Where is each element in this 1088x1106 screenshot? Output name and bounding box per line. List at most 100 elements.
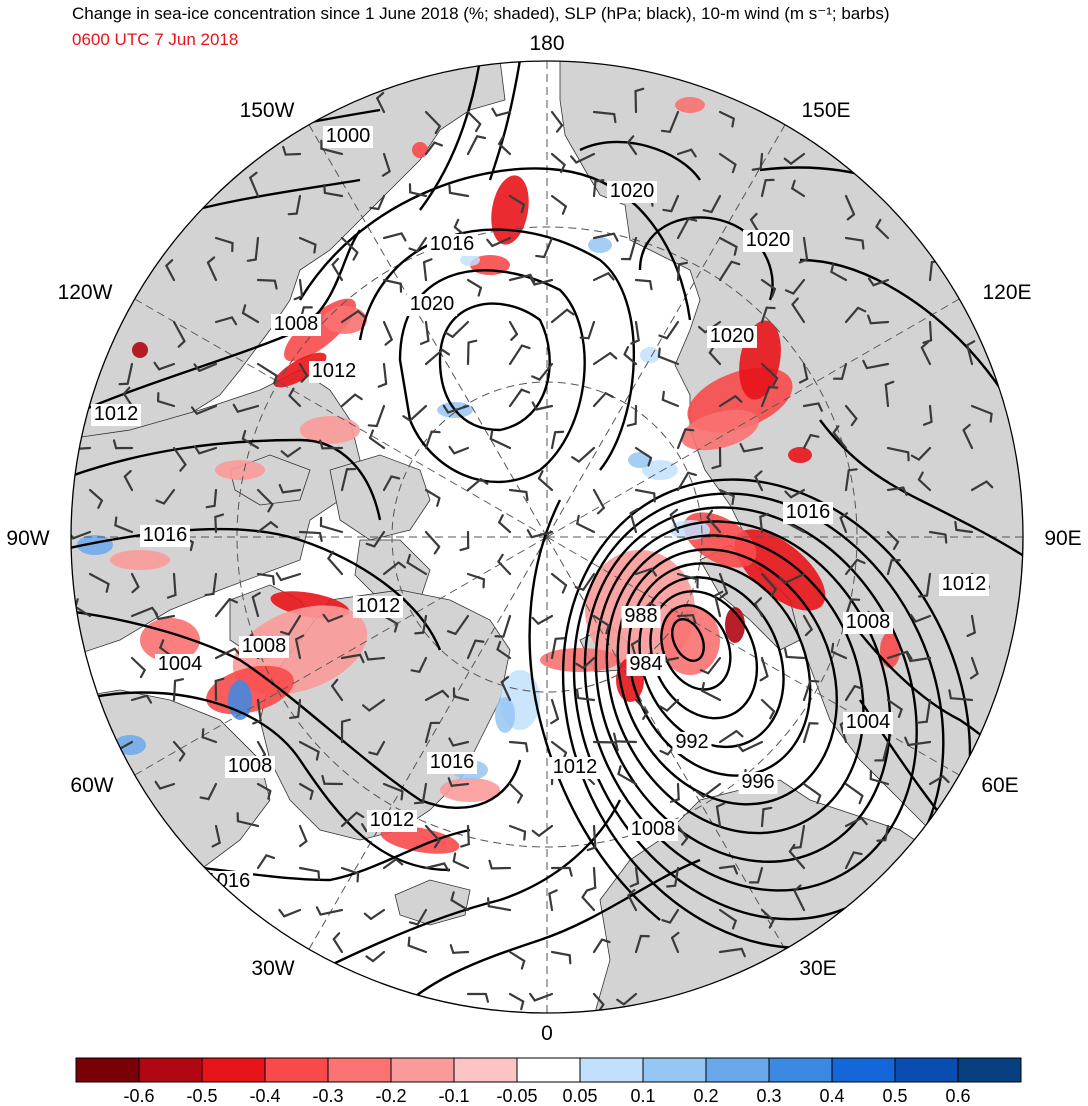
wind-barb-shaft <box>537 614 554 625</box>
wind-barb-flag <box>214 513 225 519</box>
wind-barb-shaft <box>629 512 638 534</box>
wind-barb-shaft <box>799 824 806 849</box>
wind-barb-flag <box>193 363 201 372</box>
wind-barb-flag <box>322 613 330 623</box>
wind-barb-flag <box>612 232 619 242</box>
wind-barb-shaft <box>634 278 652 283</box>
wind-barb-shaft <box>376 740 386 756</box>
wind-barb-shaft <box>422 261 428 282</box>
isobar-line <box>71 229 361 422</box>
isobar-label: 988 <box>624 605 657 627</box>
wind-barb-shaft <box>886 650 909 660</box>
wind-barb-shaft <box>452 695 470 702</box>
wind-barb-flag <box>177 340 186 348</box>
wind-barb-flag <box>365 955 375 963</box>
wind-barb-shaft <box>327 557 344 576</box>
wind-barb-shaft <box>256 488 274 506</box>
wind-barb-shaft <box>657 355 680 366</box>
wind-barb-shaft <box>708 351 722 366</box>
wind-barb-flag <box>684 428 695 432</box>
wind-barb-shaft <box>949 697 974 702</box>
wind-barb-flag <box>488 859 493 870</box>
isobar-line <box>398 269 586 484</box>
wind-barb-flag <box>430 430 441 434</box>
wind-barb-flag <box>659 749 669 756</box>
wind-barb-shaft <box>550 152 566 166</box>
wind-barb-shaft <box>214 515 218 534</box>
wind-barb-shaft <box>592 232 616 240</box>
wind-barb-flag <box>989 412 993 423</box>
wind-barb-flag <box>772 377 779 387</box>
wind-barb-shaft <box>297 698 302 718</box>
ice-loss-area <box>788 447 812 463</box>
wind-barb-shaft <box>508 950 526 963</box>
wind-barb-flag <box>199 796 210 801</box>
wind-barb-flag <box>273 279 278 290</box>
colorbar-swatch <box>390 1057 455 1083</box>
wind-barb-shaft <box>575 152 596 164</box>
wind-barb-shaft <box>754 602 764 618</box>
wind-barb-flag <box>798 377 809 384</box>
wind-barb-shaft <box>970 404 993 415</box>
wind-barb-flag <box>623 346 630 356</box>
wind-barb-flag <box>479 478 489 485</box>
isobar-label: 1012 <box>370 809 415 831</box>
wind-barb-flag <box>586 846 597 852</box>
map-title: Change in sea-ice concentration since 1 … <box>72 4 890 23</box>
isobar-line <box>358 228 635 471</box>
wind-barb-shaft <box>791 303 806 324</box>
wind-barb-shaft <box>424 110 441 128</box>
wind-barb-flag <box>548 889 558 895</box>
wind-barb-flag <box>791 179 796 190</box>
wind-barb-shaft <box>212 572 218 596</box>
wind-barb-flag <box>629 507 639 515</box>
wind-barb-flag <box>804 628 813 637</box>
wind-barb-flag <box>368 751 379 756</box>
wind-barb-flag <box>630 639 640 646</box>
wind-barb-shaft <box>592 614 610 627</box>
isobar-label: 1020 <box>710 325 755 347</box>
isobar-label-bg <box>738 772 778 794</box>
wind-barb-shaft <box>497 560 512 576</box>
wind-barb-shaft <box>508 782 524 797</box>
wind-barb-shaft <box>323 191 344 198</box>
wind-barb-flag <box>525 490 529 502</box>
wind-barb-flag <box>441 348 451 356</box>
wind-barb-flag <box>529 992 536 1002</box>
wind-barb-flag <box>327 550 334 560</box>
wind-barb-shaft <box>550 431 557 450</box>
wind-barb-flag <box>364 650 370 661</box>
wind-barb-flag <box>414 631 425 635</box>
wind-barb-shaft <box>424 488 441 500</box>
wind-barb-flag <box>735 729 744 738</box>
wind-barb-shaft <box>669 513 680 534</box>
wind-barb-flag <box>356 872 360 883</box>
wind-barb-flag <box>554 430 565 434</box>
wind-barb-shaft <box>786 521 806 534</box>
isobars <box>71 61 1023 1013</box>
wind-barb-flag <box>443 862 450 872</box>
wind-barb-shaft <box>634 567 653 576</box>
wind-barb-flag <box>71 530 75 540</box>
wind-barb-shaft <box>450 898 470 912</box>
wind-barb-shaft <box>295 194 302 215</box>
wind-barb-flag <box>384 338 393 346</box>
isobar-label: 996 <box>741 771 774 793</box>
wind-barb-shaft <box>508 344 524 366</box>
wind-barb-shaft <box>298 824 308 843</box>
wind-barb-flag <box>714 590 724 597</box>
wind-barb-flag <box>759 512 769 518</box>
wind-barb-shaft <box>382 475 393 492</box>
isobar-label-bg <box>843 712 893 734</box>
wind-barb-flag <box>300 374 309 383</box>
wind-barb-shaft <box>340 653 362 660</box>
wind-barb-shaft <box>340 236 359 254</box>
wind-barb-flag <box>496 640 502 651</box>
wind-barb-shaft <box>373 530 386 548</box>
wind-barb-shaft <box>785 655 806 660</box>
wind-barb-shaft <box>550 698 560 721</box>
wind-barb-flag <box>581 889 589 899</box>
wind-barb-shaft <box>256 740 267 756</box>
wind-barb-flag <box>771 287 776 298</box>
wind-barb-shaft <box>466 572 486 581</box>
